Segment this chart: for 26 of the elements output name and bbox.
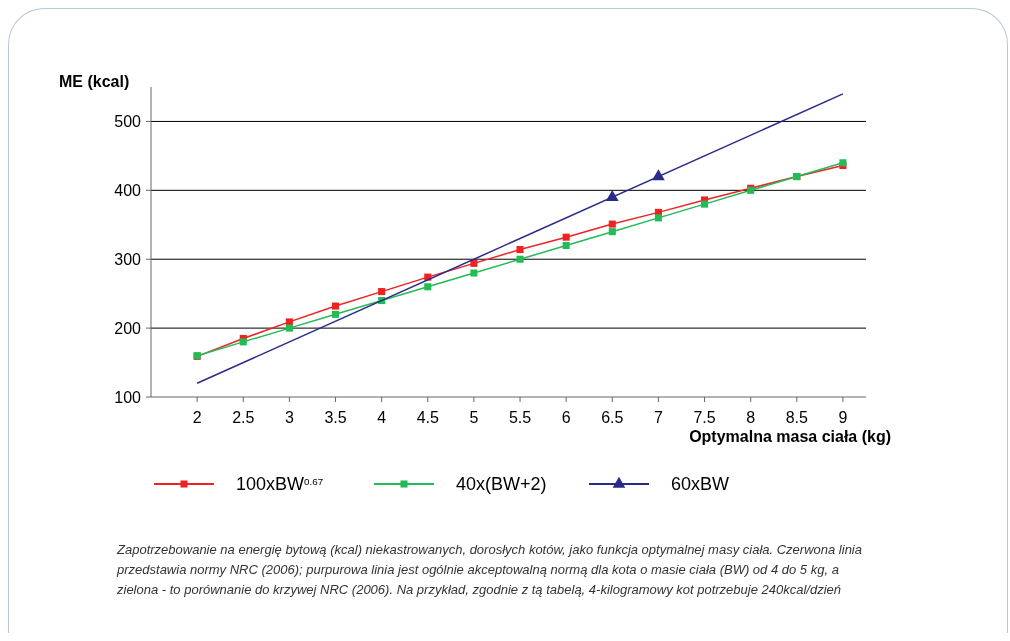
x-tick-label: 5.5 <box>508 409 532 426</box>
x-tick-label: 2.5 <box>232 409 255 426</box>
x-tick-label: 7.5 <box>693 409 716 426</box>
legend-label: 100xBW$^{0.67}$ <box>236 474 324 495</box>
x-tick-label: 6.5 <box>601 409 624 426</box>
text: Zapotrzebowanie na energię bytową (kcal) niekastrowanych, dorosłych kotów, jako funkcja optymalnej masy ciała. Czerwona linia przedstawia normy NRC (2006); purpurowa linia jest ogólnie akceptowalną normą dla kota o masie ciała (BW) od 4 do 5 kg, a zielona - to porównanie do krzywej NRC (2006). Na przykład, zgodnie z tą tabelą, 4-kilogramowy kot potrzebuje 240kcal/dzień <box>116 542 862 597</box>
y-tick-label: 500 <box>114 113 142 131</box>
y-tick-label: 200 <box>114 319 142 337</box>
x-tick-label: 7 <box>653 409 663 426</box>
y-tick-label: 300 <box>114 250 142 268</box>
x-tick-label: 2 <box>192 409 202 426</box>
y-tick-label: 100 <box>114 388 142 406</box>
x-tick-label: 3.5 <box>324 409 347 426</box>
legend-label: 40x(BW+2) <box>456 474 547 495</box>
x-tick-label: 5 <box>469 409 479 426</box>
x-axis-title: Optymalna masa ciała (kg) <box>689 428 891 445</box>
x-tick-label: 4.5 <box>416 409 439 426</box>
x-tick-label: 4 <box>377 409 387 426</box>
y-tick-label: 400 <box>114 181 142 199</box>
x-tick-label: 3 <box>284 409 294 426</box>
x-tick-label: 8.5 <box>785 409 809 426</box>
x-tick-label: 6 <box>561 409 571 426</box>
y-axis-title: ME (kcal) <box>59 73 130 90</box>
x-tick-label: 9 <box>838 409 848 426</box>
legend-label: 60xBW <box>671 474 730 495</box>
x-tick-label: 8 <box>746 409 756 426</box>
